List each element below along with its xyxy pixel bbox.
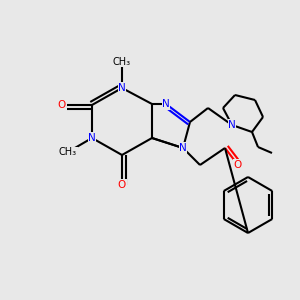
Text: CH₃: CH₃ bbox=[59, 147, 77, 157]
Text: N: N bbox=[179, 143, 187, 153]
Text: O: O bbox=[234, 160, 242, 170]
Text: O: O bbox=[58, 100, 66, 110]
Text: N: N bbox=[228, 120, 236, 130]
Text: N: N bbox=[162, 99, 170, 109]
Text: N: N bbox=[118, 83, 126, 93]
Text: O: O bbox=[118, 180, 126, 190]
Text: N: N bbox=[88, 133, 96, 143]
Text: CH₃: CH₃ bbox=[113, 57, 131, 67]
